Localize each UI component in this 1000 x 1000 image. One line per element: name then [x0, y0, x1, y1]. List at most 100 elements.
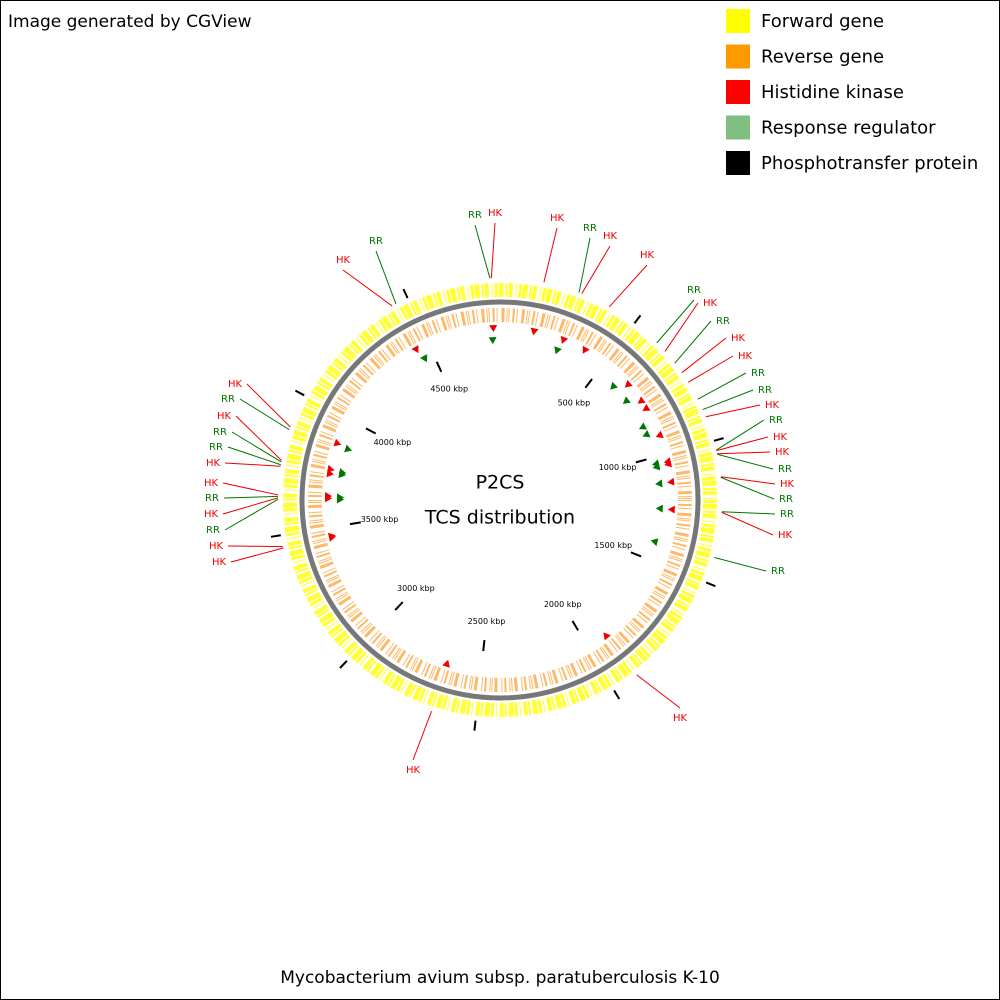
- feature-leader: [716, 436, 769, 452]
- feature-marker: [530, 327, 539, 336]
- legend-swatch: [726, 80, 750, 104]
- feature-leader: [224, 498, 279, 531]
- feature-leader: [702, 389, 754, 411]
- feature-label: HK: [209, 541, 224, 552]
- map-title: P2CS: [476, 472, 525, 494]
- feature-label: HK: [204, 478, 219, 489]
- tick-label: 4500 kbp: [430, 385, 468, 394]
- feature-leader: [227, 545, 283, 548]
- feature-label: RR: [778, 464, 792, 475]
- inner-tick: [435, 361, 443, 373]
- feature-leader: [608, 264, 648, 308]
- feature-marker: [655, 479, 663, 488]
- feature-marker: [560, 335, 569, 344]
- legend-swatch: [726, 115, 750, 140]
- backbone: [299, 299, 701, 701]
- inner-tick: [571, 620, 579, 631]
- feature-label: RR: [769, 415, 783, 426]
- feature-marker: [603, 632, 611, 641]
- feature-leader: [720, 476, 776, 485]
- feature-label: RR: [779, 494, 793, 505]
- feature-label: HK: [228, 379, 243, 390]
- feature-label: RR: [205, 493, 219, 504]
- feature-leader: [412, 711, 433, 761]
- feature-marker: [554, 346, 562, 355]
- forward-gene-track: [283, 283, 717, 717]
- outer-tick: [713, 437, 724, 442]
- feature-leader: [697, 372, 747, 400]
- feature-marker: [442, 659, 450, 668]
- inner-tick: [630, 551, 642, 558]
- feature-leader: [581, 245, 611, 294]
- feature-marker: [328, 533, 336, 542]
- reverse-gene-track: [308, 308, 692, 692]
- feature-leader: [705, 404, 761, 418]
- outer-tick: [339, 660, 348, 669]
- legend-swatch: [726, 151, 750, 175]
- feature-leader: [246, 383, 291, 428]
- tick-label: 1000 kbp: [599, 463, 637, 472]
- feature-leader: [681, 337, 727, 374]
- feature-marker: [420, 354, 428, 363]
- tick-label: 500 kbp: [558, 398, 591, 407]
- feature-leader: [674, 320, 712, 364]
- outer-tick: [633, 314, 642, 324]
- tick-label: 4000 kbp: [374, 438, 412, 447]
- feature-marker: [324, 494, 333, 503]
- feature-label: RR: [780, 509, 794, 520]
- feature-leader: [222, 497, 279, 515]
- feature-leader: [230, 547, 284, 563]
- feature-leader: [687, 355, 734, 383]
- organism: Mycobacterium avium subsp. paratuberculo…: [280, 968, 720, 988]
- feature-leader: [578, 237, 591, 293]
- feature-label: HK: [773, 432, 788, 443]
- feature-label: HK: [778, 530, 793, 541]
- feature-label: RR: [758, 385, 772, 396]
- feature-label: HK: [488, 208, 503, 219]
- feature-marker: [637, 396, 646, 404]
- feature-leader: [716, 419, 765, 451]
- feature-marker: [333, 438, 342, 447]
- feature-label: HK: [212, 557, 227, 568]
- tick-label: 1500 kbp: [594, 541, 632, 550]
- feature-leader: [717, 451, 771, 455]
- feature-marker: [582, 345, 590, 354]
- feature-marker: [338, 470, 346, 479]
- feature-label: RR: [206, 525, 220, 536]
- feature-leader: [227, 446, 281, 466]
- feature-label: HK: [775, 447, 790, 458]
- feature-marker: [642, 403, 651, 411]
- tick-label: 2000 kbp: [544, 600, 582, 609]
- outer-tick: [473, 720, 477, 731]
- inner-tick: [584, 378, 593, 389]
- feature-marker: [622, 396, 631, 404]
- legend-label: Histidine kinase: [761, 82, 904, 103]
- feature-marker: [652, 462, 661, 471]
- feature-label: RR: [716, 316, 730, 327]
- feature-leader: [224, 462, 281, 467]
- legend-label: Forward gene: [761, 11, 884, 32]
- feature-label: HK: [765, 400, 780, 411]
- outer-tick: [705, 581, 716, 588]
- feature-label: HK: [603, 231, 618, 242]
- feature-leader: [222, 482, 279, 496]
- feature-label: RR: [369, 236, 383, 247]
- feature-marker: [326, 469, 334, 478]
- feature-leader: [474, 224, 491, 279]
- feature-label: RR: [468, 210, 482, 221]
- outer-tick: [613, 689, 621, 700]
- feature-leader: [664, 302, 699, 352]
- feature-leader: [717, 453, 774, 470]
- feature-marker: [642, 429, 651, 438]
- feature-leader: [656, 299, 695, 344]
- tick-label: 2500 kbp: [468, 617, 506, 626]
- feature-marker: [610, 381, 618, 390]
- feature-label: HK: [336, 255, 351, 266]
- feature-marker: [411, 345, 419, 354]
- credit: Image generated by CGView: [8, 12, 252, 32]
- feature-label: HK: [217, 411, 232, 422]
- feature-marker: [488, 336, 497, 345]
- tick-label: 3000 kbp: [397, 584, 435, 593]
- inner-tick: [365, 427, 377, 435]
- inner-tick: [482, 640, 486, 652]
